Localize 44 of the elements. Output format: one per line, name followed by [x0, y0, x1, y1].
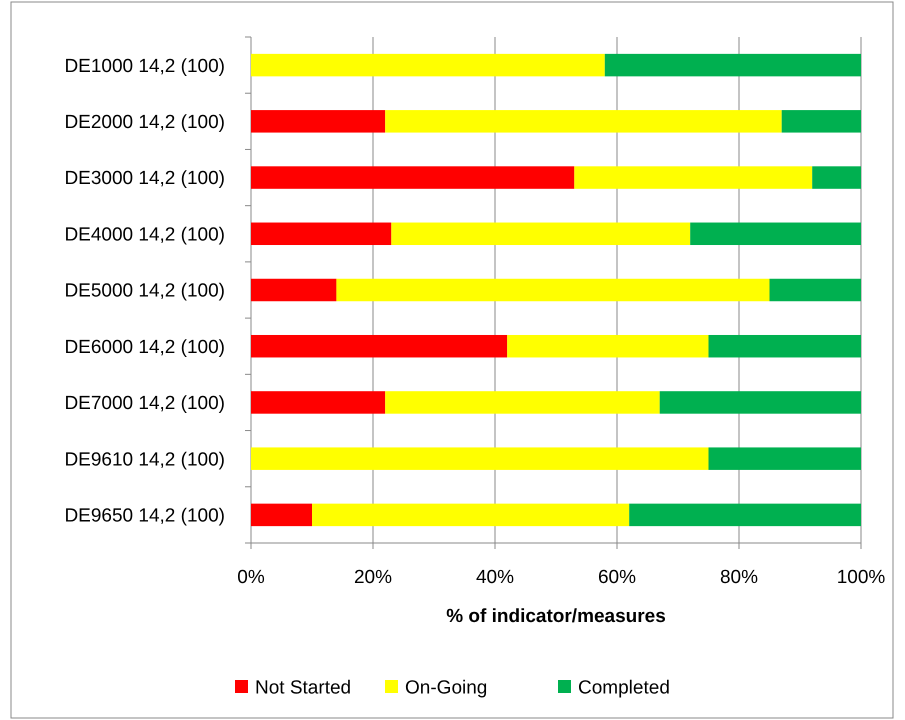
bar — [385, 110, 782, 133]
x-tick-label: 40% — [476, 567, 514, 588]
bar — [660, 391, 861, 414]
bar — [782, 110, 861, 133]
y-tick-label: DE1000 14,2 (100) — [64, 56, 225, 77]
y-tick-label: DE6000 14,2 (100) — [64, 336, 225, 358]
x-tick-label: 80% — [720, 567, 758, 588]
bar — [251, 166, 574, 189]
bar — [312, 504, 630, 526]
y-tick-label: DE2000 14,2 (100) — [64, 112, 225, 133]
bar — [251, 504, 312, 526]
bar — [574, 166, 812, 189]
bar — [629, 504, 861, 526]
bar — [391, 222, 690, 246]
bar — [708, 334, 861, 358]
x-tick-label: 0% — [237, 567, 265, 588]
bar — [507, 334, 708, 358]
y-tick-label: DE4000 14,2 (100) — [64, 224, 225, 246]
bar — [690, 222, 861, 246]
x-axis-title: % of indicator/measures — [446, 606, 666, 627]
bar — [251, 54, 605, 76]
x-tick-label: 100% — [836, 567, 886, 588]
bar — [251, 278, 336, 302]
bar — [604, 54, 861, 76]
bar — [770, 278, 861, 302]
y-tick-label: DE5000 14,2 (100) — [64, 280, 225, 302]
x-tick-label: 60% — [598, 567, 636, 588]
legend-label: Not Started — [255, 678, 352, 699]
bar — [251, 334, 508, 358]
bar — [812, 166, 861, 189]
bar — [251, 222, 392, 246]
bar — [251, 110, 386, 133]
bar — [336, 278, 770, 302]
legend-label: On-Going — [405, 678, 488, 699]
y-tick-label: DE3000 14,2 (100) — [64, 168, 225, 190]
y-tick-label: DE9610 14,2 (100) — [64, 449, 225, 470]
x-tick-label: 20% — [354, 567, 392, 588]
bar — [251, 391, 386, 414]
y-tick-label: DE7000 14,2 (100) — [64, 393, 225, 414]
y-tick-label: DE9650 14,2 (100) — [64, 506, 225, 527]
bar — [385, 391, 660, 414]
legend-label: Completed — [578, 678, 670, 699]
bar — [708, 447, 861, 470]
bar — [251, 447, 708, 470]
